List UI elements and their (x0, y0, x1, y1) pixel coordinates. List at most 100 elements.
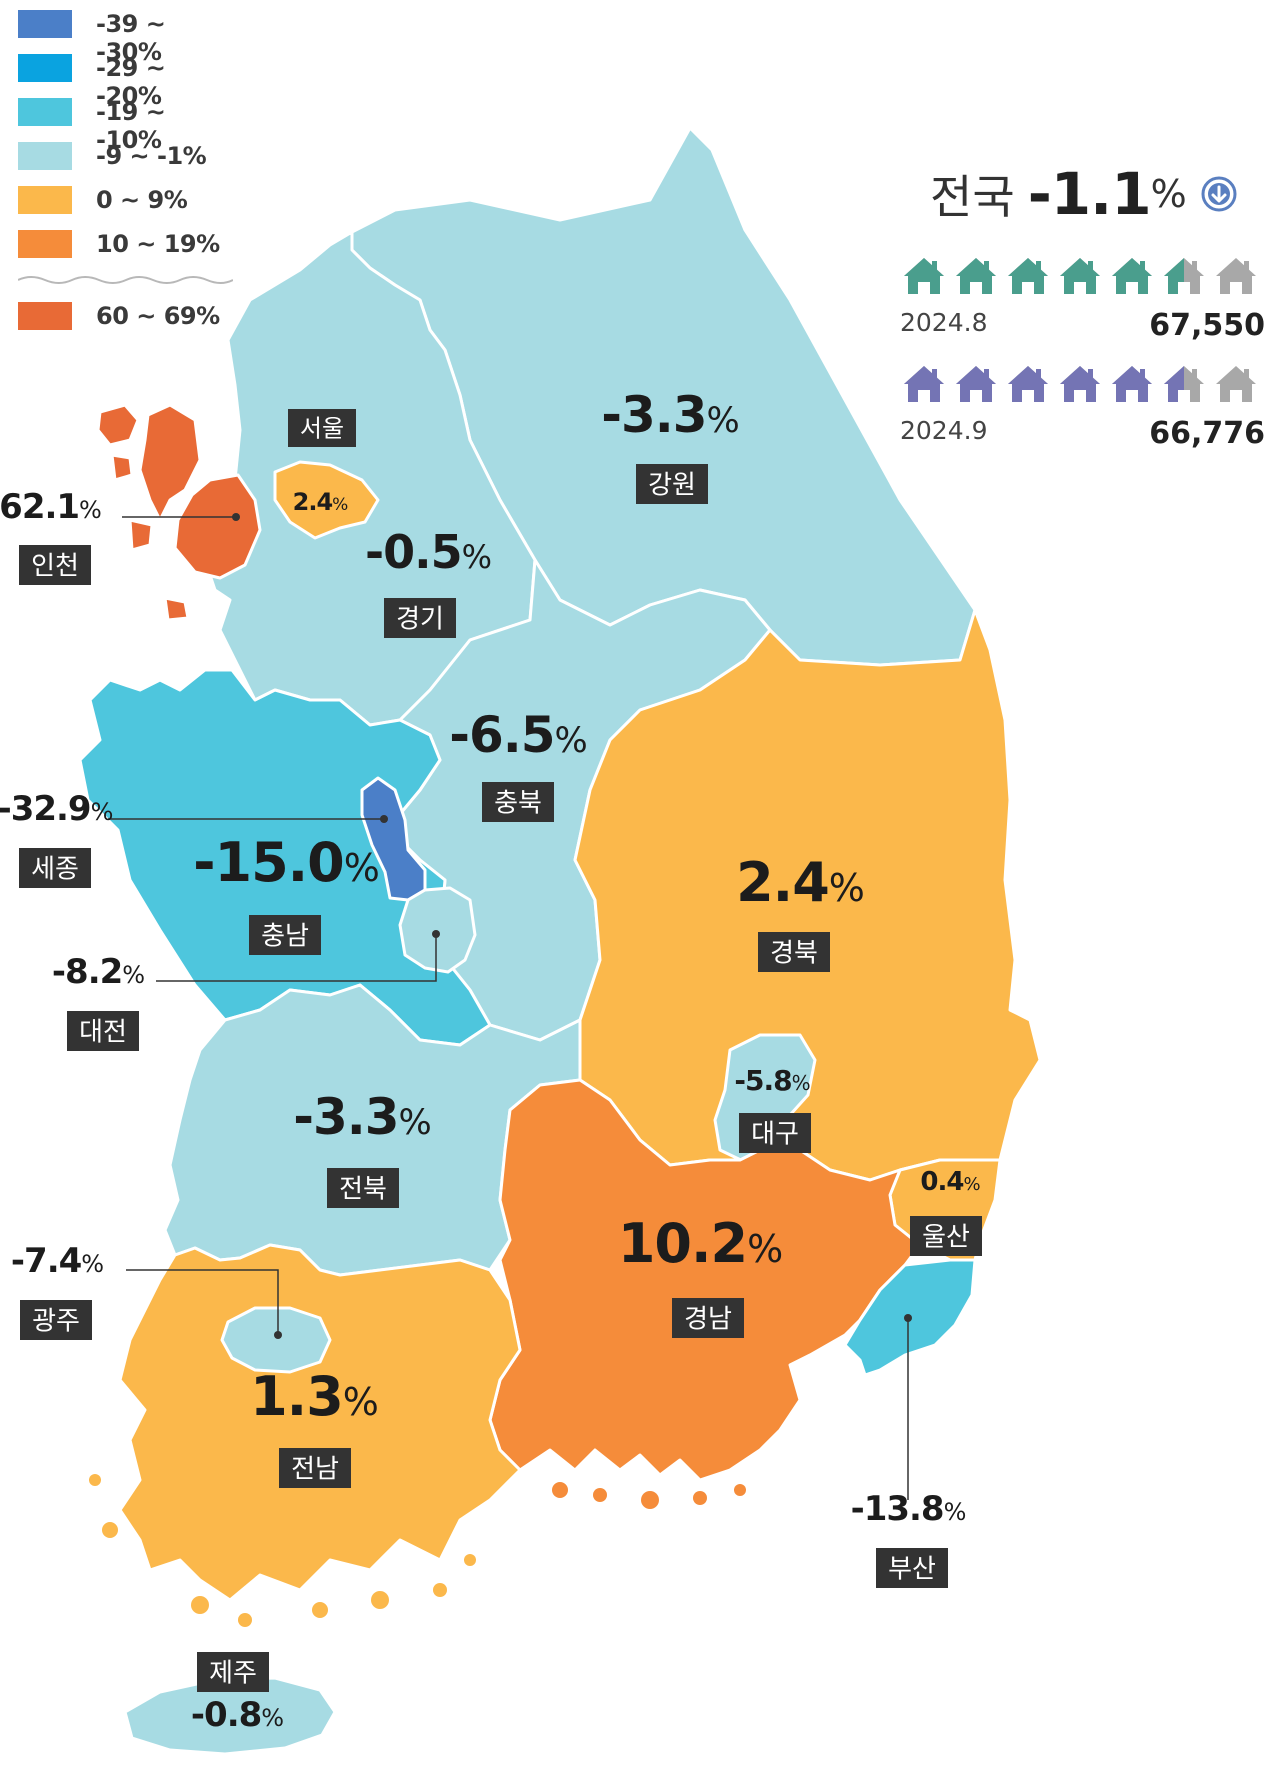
region-name-daejeon: 대전 (79, 1017, 127, 1047)
region-jeonnam (118, 1243, 522, 1602)
house-pictogram-row-sep (900, 360, 1264, 410)
house-icon (1060, 258, 1100, 294)
region-name-background (20, 1300, 92, 1340)
count-sep: 66,776 (1149, 416, 1265, 451)
region-name-box-incheon: 인천 (19, 545, 91, 585)
region-name-background (288, 409, 356, 447)
region-name-box-jeonnam: 전남 (279, 1448, 351, 1488)
region-value-unit: % (91, 798, 113, 826)
house-icon (904, 258, 944, 294)
region-value-number: -13.8 (851, 1489, 944, 1529)
daejeon-leader-line (156, 934, 437, 982)
leader-dots (232, 513, 912, 1339)
legend-swatch (18, 230, 72, 258)
region-value-unit: % (344, 846, 379, 890)
region-incheon (138, 403, 202, 522)
house-icon (956, 258, 996, 294)
region-name-background (672, 1298, 744, 1338)
region-name-box-daejeon: 대전 (67, 1011, 139, 1051)
region-value-daejeon: -8.2% (52, 952, 144, 992)
region-name-box-gyeongnam: 경남 (672, 1298, 744, 1338)
region-value-gyeonggi: -0.5% (365, 525, 491, 579)
region-name-background (482, 782, 554, 822)
region-name-box-daegu: 대구 (739, 1113, 811, 1153)
region-name-box-busan: 부산 (876, 1548, 948, 1588)
region-value-gwangju: -7.4% (11, 1241, 103, 1281)
house-icon (1008, 258, 1048, 294)
region-value-unit: % (343, 1380, 378, 1424)
legend-item: 10 ~ 19% (18, 224, 233, 268)
legend-item: -39 ~ -30% (18, 4, 233, 66)
region-value-seoul: 2.4% (293, 488, 349, 516)
region-name-jeonbuk: 전북 (339, 1174, 387, 1204)
region-value-gyeongnam: 10.2% (618, 1212, 782, 1275)
down-arrow-circle-icon (1200, 175, 1238, 213)
region-incheon (110, 453, 134, 482)
region-name-box-gyeongbuk: 경북 (758, 932, 830, 972)
region-incheon (96, 403, 140, 447)
region-name-gyeongnam: 경남 (684, 1304, 732, 1334)
region-name-background (758, 932, 830, 972)
region-value-jeju: -0.8% (191, 1695, 283, 1735)
legend-label: -29 ~ -20% (96, 54, 166, 110)
region-value-ulsan: 0.4% (920, 1167, 980, 1197)
region-value-unit: % (122, 961, 144, 989)
legend-label: -39 ~ -30% (96, 10, 166, 66)
region-value-unit: % (261, 1704, 283, 1732)
legend-item: -19 ~ -10% (18, 92, 233, 154)
region-name-gyeongbuk: 경북 (770, 938, 818, 968)
region-name-sejong: 세종 (31, 854, 79, 884)
region-daejeon (398, 886, 477, 974)
region-value-unit: % (81, 1250, 103, 1278)
region-name-ulsan: 울산 (922, 1222, 970, 1252)
region-name-background (876, 1548, 948, 1588)
house-icon (904, 366, 944, 402)
region-name-box-ulsan: 울산 (910, 1216, 982, 1256)
region-value-sejong: -32.9% (0, 789, 113, 829)
region-name-box-jeju: 제주 (197, 1652, 269, 1692)
legend: -39 ~ -30% -29 ~ -20% -19 ~ -10% -9 ~ -1… (18, 4, 233, 340)
house-icon (1216, 258, 1256, 294)
region-value-number: -7.4 (11, 1241, 82, 1281)
region-name-box-seoul: 서울 (288, 409, 356, 447)
region-name-daegu: 대구 (751, 1119, 799, 1149)
legend-label: -9 ~ -1% (96, 142, 207, 170)
region-value-number: -8.2 (52, 952, 122, 992)
leader-lines (108, 516, 909, 1500)
legend-item: -9 ~ -1% (18, 136, 233, 180)
region-value-unit: % (792, 1071, 810, 1095)
region-name-gyeonggi: 경기 (396, 604, 444, 634)
region-value-number: -0.5 (365, 525, 462, 579)
region-value-unit: % (707, 401, 739, 441)
region-name-background (739, 1113, 811, 1153)
legend-swatch (18, 98, 72, 126)
region-name-background (67, 1011, 139, 1051)
region-name-background (279, 1448, 351, 1488)
region-value-jeonnam: 1.3% (250, 1365, 378, 1428)
house-icon (1060, 366, 1100, 402)
house-icon (1008, 366, 1048, 402)
region-value-jeonbuk: -3.3% (293, 1088, 431, 1146)
region-incheon (163, 596, 190, 622)
region-value-gangwon: -3.3% (601, 386, 739, 444)
legend-item: 60 ~ 69% (18, 296, 233, 340)
region-value-number: 62.1 (0, 487, 79, 527)
region-name-gwangju: 광주 (32, 1306, 80, 1336)
region-name-background (19, 545, 91, 585)
house-icon (956, 366, 996, 402)
region-name-box-gwangju: 광주 (20, 1300, 92, 1340)
region-incheon (173, 473, 262, 580)
gwangju-leader-line (126, 1269, 279, 1335)
region-gwangju (220, 1306, 332, 1374)
region-value-unit: % (399, 1103, 431, 1143)
wavy-break-line (18, 276, 233, 284)
region-name-gangwon: 강원 (648, 470, 696, 500)
region-name-box-chungnam: 충남 (249, 915, 321, 955)
region-value-number: -0.8 (191, 1695, 261, 1735)
region-seoul (273, 460, 380, 540)
region-name-box-gyeonggi: 경기 (384, 598, 456, 638)
house-icon (1112, 258, 1152, 294)
house-icon (1216, 366, 1256, 402)
region-name-background (19, 848, 91, 888)
